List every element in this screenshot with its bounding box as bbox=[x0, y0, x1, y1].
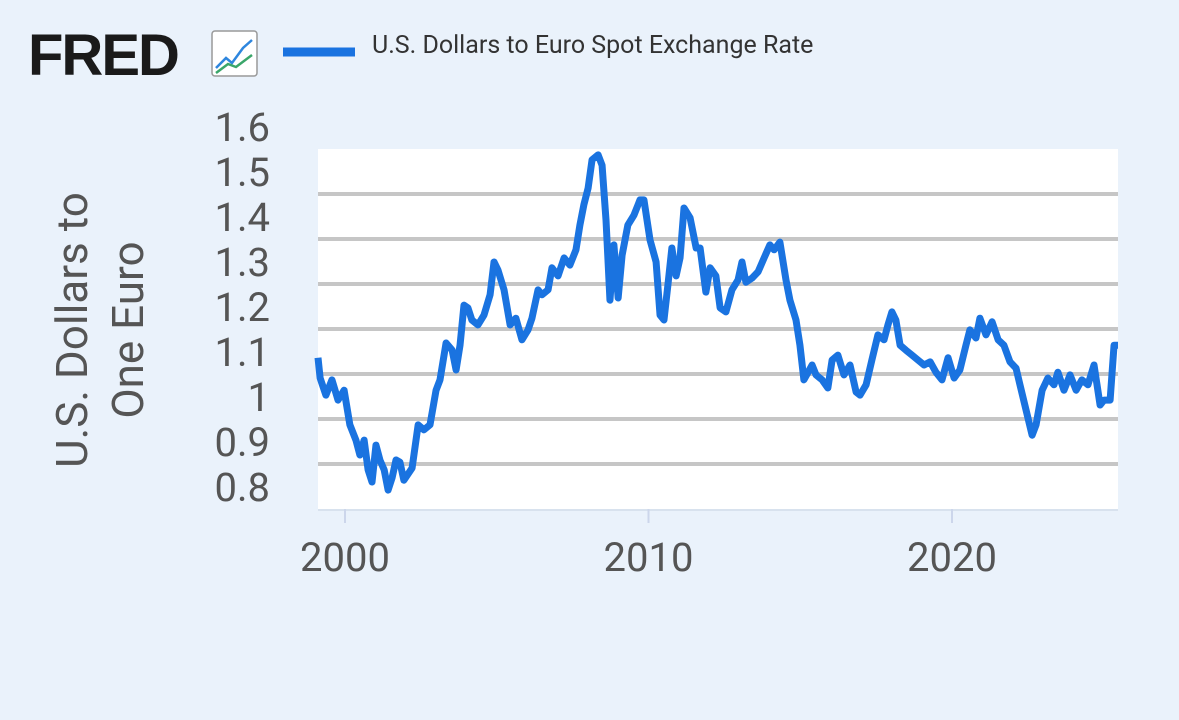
logo-icon bbox=[211, 30, 258, 77]
series-line bbox=[314, 151, 1118, 494]
legend-label: U.S. Dollars to Euro Spot Exchange Rate bbox=[372, 31, 813, 60]
x-tick-label: 2000 bbox=[300, 534, 390, 581]
x-tick-label: 2020 bbox=[907, 534, 997, 581]
y-tick-label: 1.6 bbox=[214, 104, 270, 151]
x-tick-label: 2010 bbox=[604, 534, 694, 581]
y-tick-label: 1.5 bbox=[214, 149, 270, 196]
y-tick-label: 0.8 bbox=[214, 464, 270, 511]
y-tick-label: 1.4 bbox=[214, 194, 270, 241]
y-axis-title: U.S. Dollars to One Euro bbox=[46, 192, 154, 468]
y-tick-label: 1.1 bbox=[214, 329, 270, 376]
brand-logo: FRED bbox=[28, 23, 178, 88]
y-tick-label: 1 bbox=[248, 374, 270, 421]
y-tick-label: 1.2 bbox=[214, 284, 270, 331]
y-tick-label: 0.9 bbox=[214, 419, 270, 466]
y-tick-label: 1.3 bbox=[214, 239, 270, 286]
